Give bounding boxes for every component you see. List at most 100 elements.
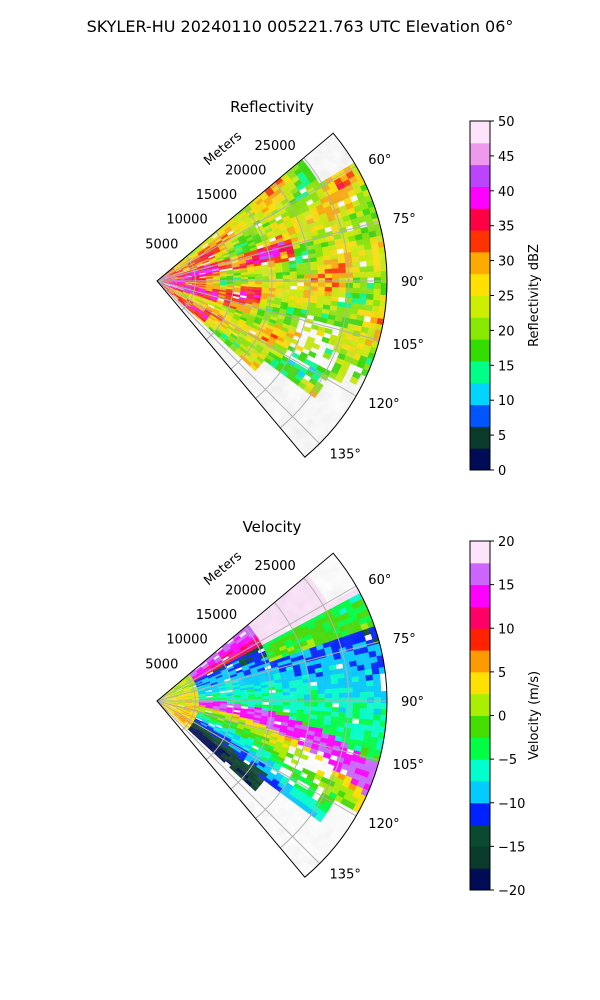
colorbar-segment xyxy=(470,628,490,651)
azimuth-tick-label: 75° xyxy=(393,632,416,647)
colorbar-tick-label: 0 xyxy=(498,710,506,725)
range-tick-label: 5000 xyxy=(145,237,178,252)
azimuth-spoke xyxy=(156,585,357,702)
sector-outline xyxy=(155,132,388,458)
azimuth-tick-label: 135° xyxy=(330,868,361,883)
range-tick-label: 20000 xyxy=(225,163,266,178)
azimuth-tick-label: 60° xyxy=(368,153,391,168)
azimuth-tick-label: 90° xyxy=(401,275,424,290)
azimuth-spoke xyxy=(156,700,320,864)
colorbar-tick-label: −5 xyxy=(498,753,517,768)
azimuth-spoke xyxy=(156,280,320,444)
velocity-title: Velocity xyxy=(243,518,302,536)
azimuth-tick-label: 120° xyxy=(368,817,399,832)
velocity-colorbar: −20 −15 −10 −5 0 5 10 15 20 Velocity (m/s) xyxy=(469,535,542,899)
azimuth-spoke xyxy=(156,280,380,342)
colorbar-tick-label: 10 xyxy=(498,394,515,409)
colorbar-segment xyxy=(470,541,490,564)
colorbar-segment xyxy=(470,317,490,340)
colorbar-segment xyxy=(470,426,490,449)
colorbar-tick-label: 35 xyxy=(498,220,515,235)
range-ring xyxy=(255,602,311,819)
colorbar-segment xyxy=(470,164,490,187)
colorbar-tick-label: 15 xyxy=(498,579,515,594)
colorbar-segment xyxy=(470,759,490,782)
colorbar-segment xyxy=(470,824,490,847)
colorbar-segment xyxy=(470,382,490,406)
range-tick-label: 15000 xyxy=(196,188,237,203)
azimuth-spoke xyxy=(156,165,357,282)
range-tick-label: 15000 xyxy=(196,608,237,623)
colorbar-tick-label: 20 xyxy=(498,535,515,550)
colorbar-tick-label: 50 xyxy=(498,115,515,130)
azimuth-spoke xyxy=(156,280,357,397)
colorbar-tick-label: −15 xyxy=(498,840,525,855)
range-tick-label: 5000 xyxy=(145,657,178,672)
colorbar-segment xyxy=(470,208,490,231)
colorbar-tick-label: −20 xyxy=(498,884,525,899)
field-cells xyxy=(157,553,387,878)
colorbar-tick-label: 45 xyxy=(498,150,515,165)
azimuth-tick-label: 105° xyxy=(393,338,424,353)
range-ring xyxy=(230,206,273,370)
azimuth-tick-label: 135° xyxy=(330,448,361,463)
colorbar-segment xyxy=(470,584,490,607)
colorbar-segment xyxy=(470,606,490,629)
velocity-grid xyxy=(156,577,387,864)
reflectivity-grid xyxy=(156,157,387,444)
reflectivity-panel: Reflectivity 500010000150002000025000Met… xyxy=(145,98,542,479)
range-tick-label: 25000 xyxy=(254,139,295,154)
colorbar-segment xyxy=(470,360,490,384)
colorbar-tick-label: 40 xyxy=(498,185,515,200)
range-ring xyxy=(255,182,311,399)
colorbar-tick-label: 10 xyxy=(498,622,515,637)
colorbar-label: Reflectivity dBZ xyxy=(527,244,542,347)
colorbar-tick-label: 5 xyxy=(498,429,506,444)
sector-outline xyxy=(155,552,388,878)
colorbar-segment xyxy=(470,273,490,296)
range-tick-label: 10000 xyxy=(166,633,207,648)
colorbar-segment xyxy=(470,251,490,275)
colorbar-segment xyxy=(470,295,490,318)
colorbar-segment xyxy=(470,715,490,738)
colorbar-segment xyxy=(470,142,490,166)
colorbar-segment xyxy=(470,650,490,673)
colorbar-tick-label: 30 xyxy=(498,255,515,270)
colorbar-tick-label: −10 xyxy=(498,797,525,812)
azimuth-tick-label: 60° xyxy=(368,573,391,588)
azimuth-spoke xyxy=(156,640,380,702)
range-tick-label: 25000 xyxy=(254,559,295,574)
colorbar-segment xyxy=(470,802,490,826)
colorbar-label: Velocity (m/s) xyxy=(527,671,542,760)
azimuth-spoke xyxy=(156,700,357,817)
colorbar-segment xyxy=(470,868,490,891)
reflectivity-colorbar: 0 5 10 15 20 25 30 35 40 45 50 Reflectivity dBZ xyxy=(469,115,542,479)
colorbar-segment xyxy=(470,737,490,760)
colorbar-segment xyxy=(470,404,490,427)
colorbar-segment xyxy=(470,121,490,144)
range-ring xyxy=(279,157,350,429)
range-ring xyxy=(205,651,235,761)
colorbar-segment xyxy=(470,186,490,209)
colorbar-segment xyxy=(470,846,490,869)
figure-suptitle: SKYLER-HU 20240110 005221.763 UTC Elevat… xyxy=(87,17,514,36)
azimuth-tick-label: 120° xyxy=(368,397,399,412)
azimuth-tick-label: 90° xyxy=(401,695,424,710)
colorbar-tick-label: 25 xyxy=(498,290,515,305)
colorbar-segment xyxy=(470,562,490,586)
azimuth-spoke xyxy=(156,700,380,762)
range-ring xyxy=(230,626,273,790)
colorbar-segment xyxy=(470,780,490,804)
reflectivity-title: Reflectivity xyxy=(230,98,314,116)
range-ring xyxy=(279,577,350,849)
azimuth-tick-label: 75° xyxy=(393,212,416,227)
range-tick-label: 10000 xyxy=(166,213,207,228)
velocity-field xyxy=(157,553,387,878)
range-ring xyxy=(205,231,235,341)
azimuth-tick-label: 105° xyxy=(393,758,424,773)
colorbar-tick-label: 20 xyxy=(498,324,515,339)
colorbar-segment xyxy=(470,339,490,362)
colorbar-segment xyxy=(470,230,490,253)
